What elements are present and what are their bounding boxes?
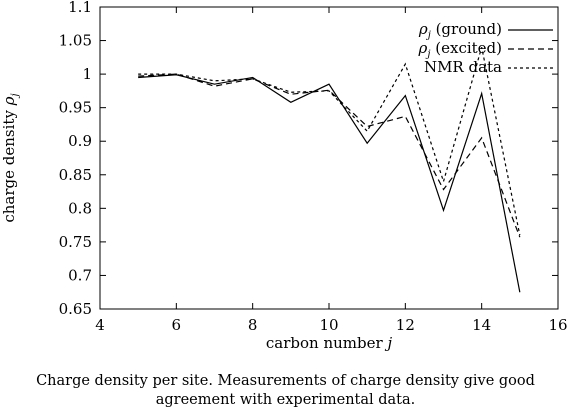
legend-label-nmr: NMR data (424, 58, 502, 76)
legend-label-ground: ρj (ground) (418, 20, 502, 41)
legend-label-excited: ρj (excited) (418, 39, 502, 60)
series-line-ground (138, 74, 521, 293)
y-tick-label: 0.95 (59, 99, 92, 117)
x-tick-label: 14 (472, 316, 491, 334)
y-tick-label: 0.75 (59, 233, 92, 251)
chart: 4 6 8 10 12 14 16 0.65 0.7 0.75 0.8 0.85 0.9 0.95 1 1.0… (0, 0, 568, 352)
series-lines (138, 47, 521, 293)
y-tick-label: 0.7 (68, 266, 92, 284)
y-tick-label: 0.65 (59, 300, 92, 318)
x-tick-label: 16 (548, 316, 567, 334)
x-tick-label: 6 (172, 316, 182, 334)
figure-caption: Charge density per site. Measurements of… (36, 373, 535, 408)
y-tick-label: 0.8 (68, 199, 92, 217)
y-tick-label: 0.85 (59, 166, 92, 184)
series-line-excited (138, 73, 521, 238)
legend: ρj (ground) ρj (excited) NMR data (418, 20, 553, 76)
y-tick-label: 0.9 (68, 132, 92, 150)
x-tick-label: 12 (396, 316, 415, 334)
y-tick-label: 1.05 (59, 32, 92, 50)
x-tick-label: 8 (248, 316, 258, 334)
x-axis-label: carbon number j (266, 334, 393, 352)
y-tick-label: 1 (82, 65, 92, 83)
y-axis-label: charge density ρj (0, 93, 21, 222)
axis-ticks: 4 6 8 10 12 14 16 0.65 0.7 0.75 0.8 0.85 0.9 0.95 1 1.0… (59, 0, 568, 334)
x-tick-label: 10 (319, 316, 338, 334)
x-tick-label: 4 (95, 316, 105, 334)
series-line-nmr (138, 47, 521, 236)
y-tick-label: 1.1 (68, 0, 92, 16)
